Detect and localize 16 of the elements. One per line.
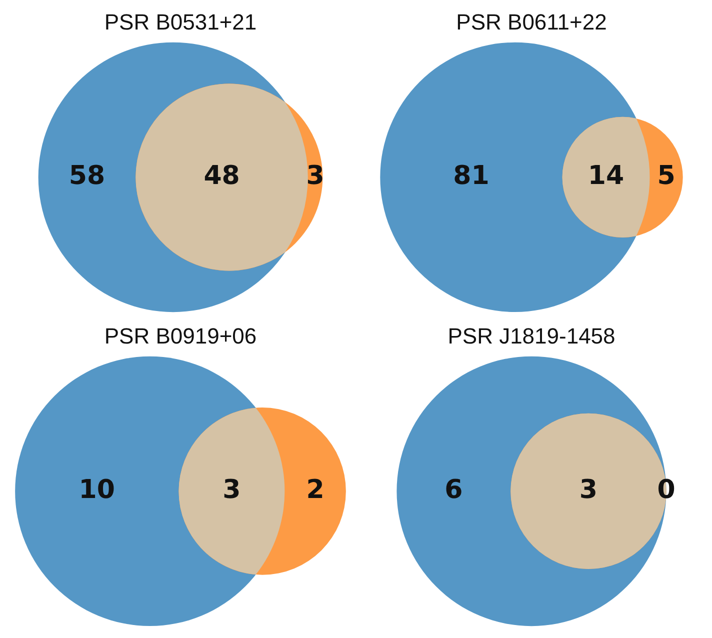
data-label: 58 xyxy=(68,160,106,191)
data-label: 81 xyxy=(453,160,490,191)
text: PSR B0611+22 xyxy=(456,9,607,34)
data-label: 10 xyxy=(78,474,115,505)
text: PSR B0919+06 xyxy=(104,323,257,348)
data-label: 0 xyxy=(657,474,676,505)
data-label: 3 xyxy=(222,474,241,505)
data-label: 2 xyxy=(306,474,324,505)
data-label: 14 xyxy=(588,160,624,191)
data-label: 3 xyxy=(579,474,598,505)
data-label: 48 xyxy=(204,160,240,191)
text: PSR J1819-1458 xyxy=(448,323,616,348)
text: PSR B0531+21 xyxy=(104,9,257,34)
data-label: 3 xyxy=(306,160,324,191)
data-label: 6 xyxy=(444,474,463,505)
data-label: 5 xyxy=(657,160,676,191)
